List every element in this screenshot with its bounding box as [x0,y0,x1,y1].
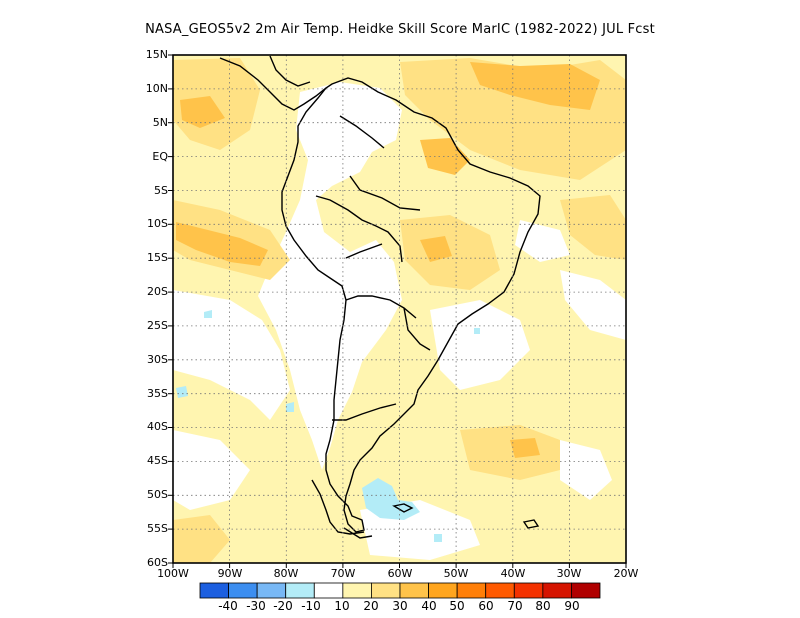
lat-label: 55S [147,522,168,535]
lat-label: 50S [147,488,168,501]
colorbar-cell [256,582,287,599]
field-orange-region [510,438,540,458]
colorbar-cell [371,582,401,599]
colorbar-cell [342,582,372,599]
field-negative-region [176,386,188,398]
colorbar-label: 20 [363,599,379,613]
colorbar-label: -20 [273,599,293,613]
field-white-region [258,82,402,470]
field-light-region [560,195,626,260]
field-white-region [173,430,250,510]
colorbar-cell [199,582,229,599]
colorbar-cell [313,582,344,599]
lat-label: 10S [147,217,168,230]
coastlines [219,55,541,539]
lat-label: 10N [145,82,168,95]
lat-label: 15S [147,251,168,264]
field-orange-region [180,96,225,128]
field-light-region [173,58,260,150]
lat-label: 5N [152,116,168,129]
lon-label: 90W [217,567,243,580]
colorbar-cell [399,582,429,599]
colorbar-label: 10 [334,599,350,613]
lat-label: 35S [147,387,168,400]
field-white-region [560,440,612,500]
lon-label: 40W [500,567,526,580]
field-negative-region [286,402,294,412]
lon-label: 60W [387,567,413,580]
colorbar [199,582,601,599]
lon-label: 70W [330,567,356,580]
falkland-islands [392,503,414,513]
colorbar-cell [456,582,487,599]
colorbar-label: -40 [218,599,238,613]
colorbar-label: -10 [301,599,321,613]
field-negative-region [434,534,442,542]
lat-label: EQ [152,150,168,163]
gridlines [173,55,626,563]
field-orange-region [470,62,600,110]
colorbar-label: 80 [535,599,551,613]
colorbar-label: -30 [246,599,266,613]
skill-field [173,55,626,563]
field-orange-region [420,236,452,262]
field-negative-region [204,310,212,318]
field-negative-region [474,328,480,334]
south-georgia [522,519,540,529]
lon-label: 30W [556,567,582,580]
field-orange-region [420,138,470,175]
field-white-region [430,300,530,390]
field-white-region [560,270,626,340]
lat-label: 25S [147,319,168,332]
central-america-coastline [219,55,327,111]
lat-label: 45S [147,454,168,467]
lat-label: 20S [147,285,168,298]
field-negative-region [362,478,420,520]
country-borders [315,115,431,421]
lat-label: 60S [147,556,168,569]
colorbar-label: 50 [449,599,465,613]
colorbar-cell [485,582,515,599]
lon-label: 50W [443,567,469,580]
colorbar-label: 60 [478,599,494,613]
colorbar-cell [285,582,315,599]
lon-label: 80W [273,567,299,580]
lat-label: 5S [154,184,168,197]
south-america-coastline [281,77,541,533]
lat-label: 15N [145,48,168,61]
colorbar-label: 90 [564,599,580,613]
map-title: NASA_GEOS5v2 2m Air Temp. Heidke Skill S… [145,22,655,37]
lat-label: 40S [147,420,168,433]
axis-ticks [168,54,627,568]
colorbar-label: 40 [421,599,437,613]
lon-label: 100W [157,567,189,580]
colorbar-cell [542,582,572,599]
tierra-del-fuego [311,479,373,539]
colorbar-cell [513,582,544,599]
field-orange-region [176,222,268,266]
lat-label: 30S [147,353,168,366]
colorbar-label: 30 [392,599,408,613]
colorbar-label: 70 [507,599,523,613]
field-light-region [173,515,230,563]
colorbar-cell [228,582,258,599]
colorbar-cell [428,582,458,599]
colorbar-cell [571,582,601,599]
lon-label: 20W [613,567,639,580]
field-white-region [173,290,290,420]
